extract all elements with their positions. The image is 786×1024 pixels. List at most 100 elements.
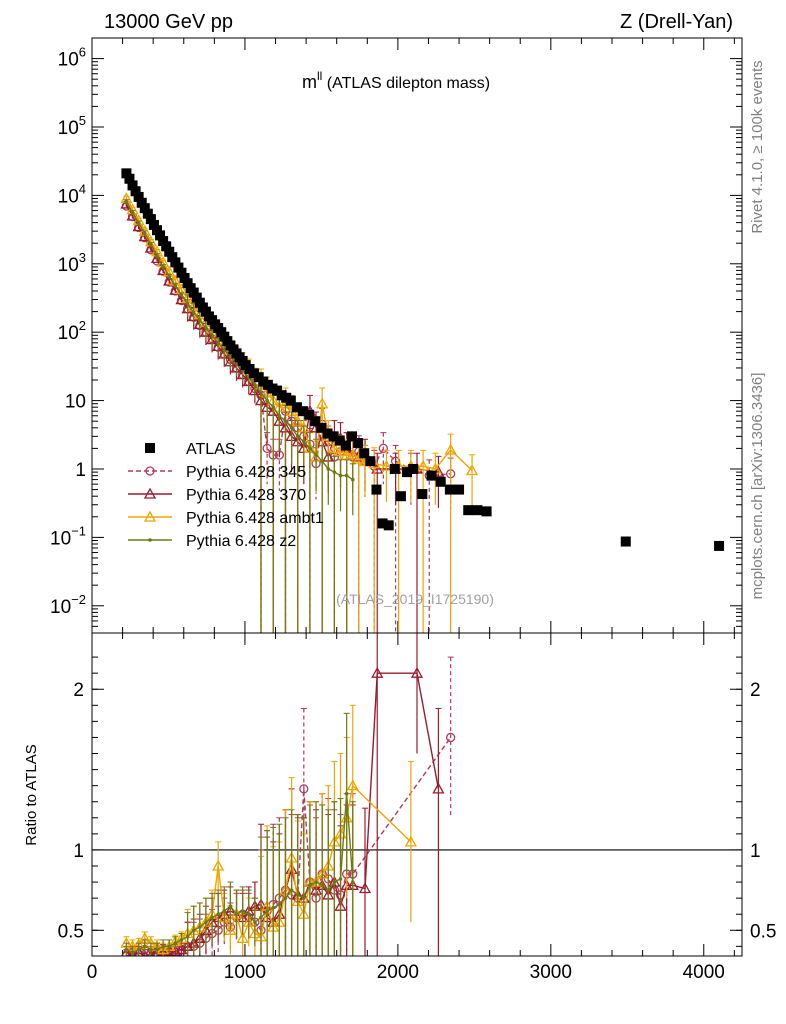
main-ytick-exp: 2: [79, 318, 86, 333]
point-atlas: [417, 489, 428, 500]
point-z2: [198, 318, 202, 322]
ratio-point-z2: [295, 893, 300, 897]
point-atlas: [155, 230, 166, 241]
ratio-series-z2: [123, 712, 356, 956]
point-atlas: [124, 173, 135, 184]
ratio-point-z2: [277, 902, 282, 907]
point-atlas: [353, 437, 364, 448]
main-ytick-label: 10−2: [50, 592, 86, 618]
point-atlas: [365, 456, 376, 467]
point-atlas: [389, 463, 400, 474]
ratio-point-ambt1: [212, 859, 225, 871]
point-atlas: [481, 506, 492, 517]
point-z2: [314, 453, 318, 457]
ratio-point-p370: [358, 882, 372, 894]
ratio-point-z2: [173, 941, 178, 945]
point-ambt1: [417, 459, 430, 471]
point-ambt1: [465, 464, 479, 476]
ratio-point-z2: [149, 947, 153, 952]
ratio-point-p345: [299, 784, 309, 794]
ratio-point-z2: [228, 904, 233, 908]
point-z2: [265, 398, 269, 403]
point-atlas: [347, 431, 357, 442]
ratio-point-p370: [432, 782, 445, 794]
legend-marker-ambt1: [143, 510, 157, 522]
ratio-series-p345: [121, 656, 456, 956]
ratio-point-z2: [302, 896, 306, 900]
ratio-point-ambt1: [346, 779, 359, 791]
point-atlas: [142, 208, 153, 219]
point-atlas: [371, 484, 382, 495]
ratio-point-p370: [121, 946, 132, 956]
ratio-point-z2: [344, 791, 349, 796]
point-atlas: [402, 467, 413, 478]
ratio-point-ambt1: [404, 835, 417, 847]
point-z2: [124, 200, 129, 204]
point-atlas: [291, 402, 302, 413]
point-ambt1: [352, 452, 365, 464]
legend-marker-p370: [143, 487, 157, 499]
legend-label-p345: Pythia 6.428 345: [186, 464, 306, 481]
point-z2: [155, 254, 159, 258]
point-atlas: [298, 406, 309, 417]
point-z2: [173, 283, 178, 288]
ratio-point-z2: [191, 928, 196, 933]
point-ambt1: [380, 459, 393, 471]
ratio-point-z2: [350, 880, 355, 884]
point-p345: [262, 443, 272, 454]
legend-label-p370: Pythia 6.428 370: [186, 487, 306, 504]
ratio-point-z2: [198, 925, 202, 929]
ratio-point-z2: [289, 888, 294, 892]
point-ambt1: [334, 445, 347, 457]
point-z2: [136, 221, 141, 226]
point-atlas: [139, 203, 150, 214]
main-ytick-label: 105: [58, 113, 86, 139]
ratio-point-p370: [410, 666, 424, 678]
ratio-point-z2: [246, 912, 251, 917]
main-ytick-base: 10: [50, 528, 71, 549]
point-atlas: [395, 491, 406, 502]
main-title: mll (ATLAS dilepton mass): [302, 69, 490, 92]
legend-marker-atlas: [145, 443, 155, 453]
point-atlas: [133, 191, 144, 202]
point-atlas: [145, 214, 156, 225]
main-ytick-label: 10−1: [50, 523, 86, 549]
point-atlas: [167, 252, 178, 263]
main-ytick-base: 10: [50, 597, 71, 618]
point-z2: [216, 340, 220, 345]
ratio-ytick-label-right: 0.5: [750, 921, 776, 942]
point-z2: [161, 265, 165, 269]
main-ytick-label: 102: [58, 318, 86, 344]
main-ytick-label: 1: [75, 460, 86, 481]
point-atlas: [334, 435, 345, 446]
point-atlas: [359, 448, 370, 459]
ratio-point-z2: [124, 947, 129, 952]
point-ambt1: [340, 448, 353, 460]
main-ytick-label: 103: [58, 250, 86, 276]
legend-label-z2: Pythia 6.428 z2: [186, 533, 296, 550]
ratio-point-z2: [283, 896, 288, 900]
point-z2: [277, 413, 282, 418]
ratio-point-z2: [326, 888, 331, 892]
point-z2: [295, 434, 300, 439]
main-ytick-base: 10: [58, 186, 79, 207]
point-z2: [191, 310, 196, 315]
point-atlas: [285, 395, 296, 406]
main-ytick-base: 10: [58, 50, 79, 71]
ratio-ytick-label: 0.5: [58, 921, 84, 942]
main-ytick-base: 10: [58, 118, 79, 139]
ratio-point-z2: [136, 947, 141, 952]
legend-marker-p345: [145, 466, 155, 476]
point-z2: [130, 210, 135, 215]
ratio-xtick-label: 4000: [683, 962, 725, 983]
point-z2: [344, 473, 349, 478]
ratio-point-z2: [240, 909, 245, 913]
ratio-point-z2: [167, 944, 172, 949]
main-ytick-label: 104: [58, 181, 86, 207]
point-z2: [228, 354, 233, 359]
ratio-line-p345: [126, 737, 452, 956]
point-atlas: [191, 292, 202, 303]
point-atlas: [463, 505, 474, 516]
ratio-data-layer: [120, 633, 456, 956]
